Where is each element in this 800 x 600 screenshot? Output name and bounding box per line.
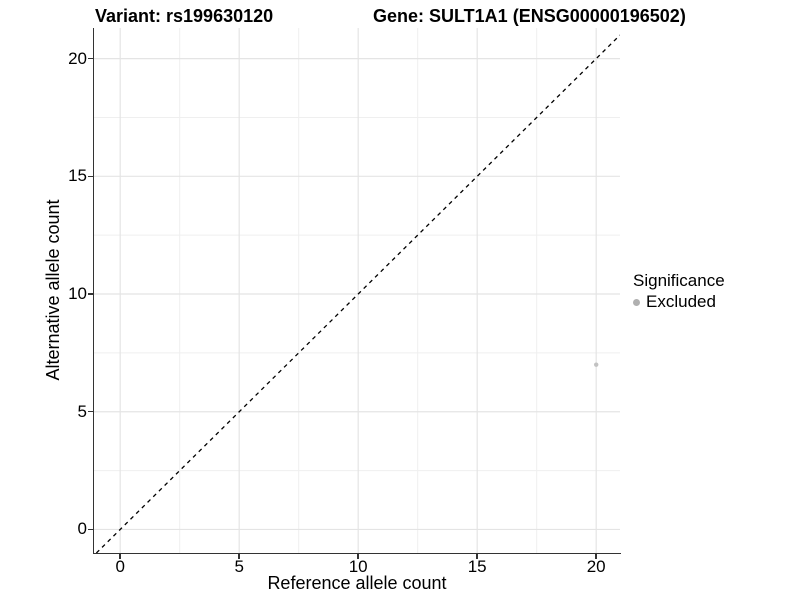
x-tick-label: 15 bbox=[467, 557, 487, 576]
legend-item-label: Excluded bbox=[646, 292, 716, 311]
x-tick-mark bbox=[476, 554, 478, 559]
y-tick-label: 20 bbox=[68, 48, 87, 68]
identity-reference-line bbox=[95, 34, 620, 553]
plot-panel bbox=[94, 28, 620, 553]
y-tick-label: 0 bbox=[77, 519, 87, 539]
y-tick-label: 5 bbox=[77, 401, 87, 421]
plot-title-gene: Gene: SULT1A1 (ENSG00000196502) bbox=[373, 6, 686, 26]
plot-title-variant: Variant: rs199630120 bbox=[95, 6, 274, 26]
y-tick-label: 15 bbox=[68, 166, 87, 186]
x-tick-mark bbox=[357, 554, 359, 559]
data-point bbox=[593, 362, 599, 367]
x-tick-label: 0 bbox=[115, 557, 125, 576]
x-tick-label: 5 bbox=[234, 557, 244, 576]
x-axis-title: Reference allele count bbox=[267, 573, 447, 593]
y-tick-mark bbox=[88, 175, 93, 177]
x-tick-mark bbox=[119, 554, 121, 559]
y-tick-mark bbox=[88, 411, 93, 413]
y-axis-title: Alternative allele count bbox=[43, 199, 63, 381]
x-tick-label: 20 bbox=[586, 557, 606, 576]
y-tick-mark bbox=[88, 293, 93, 295]
legend: Significance Excluded bbox=[633, 270, 725, 312]
x-axis-line bbox=[92, 552, 621, 554]
y-tick-mark bbox=[88, 528, 93, 531]
x-tick-mark bbox=[238, 554, 240, 559]
y-tick-mark bbox=[88, 57, 93, 60]
legend-title: Significance bbox=[633, 271, 725, 290]
x-tick-label: 10 bbox=[348, 557, 368, 576]
excluded-point-icon bbox=[633, 298, 640, 306]
y-tick-label: 10 bbox=[68, 284, 87, 304]
legend-item-excluded: Excluded bbox=[633, 292, 725, 312]
y-axis-line bbox=[92, 28, 94, 554]
x-tick-mark bbox=[595, 554, 597, 559]
